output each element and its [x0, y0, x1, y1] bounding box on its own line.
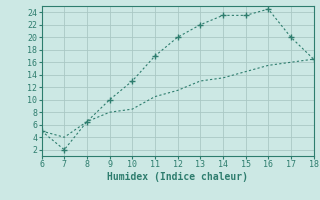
X-axis label: Humidex (Indice chaleur): Humidex (Indice chaleur)	[107, 172, 248, 182]
